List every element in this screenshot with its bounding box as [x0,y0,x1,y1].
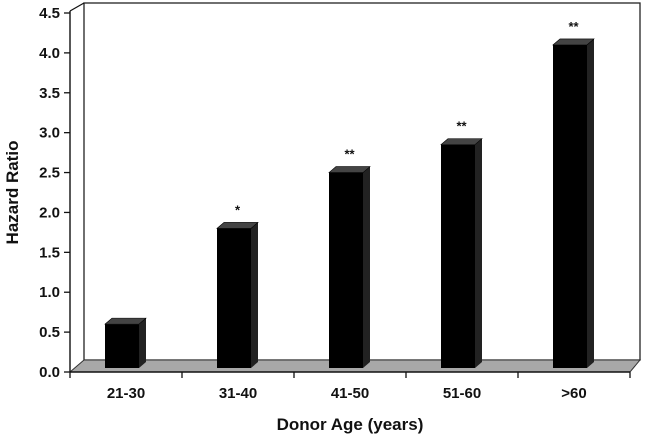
bar-side [363,166,370,368]
bar-front [217,228,251,368]
y-tick-label: 1.5 [39,244,60,261]
bar-top [328,166,371,173]
significance-marker: ** [344,147,355,162]
y-tick-label: 4.5 [39,5,60,22]
y-tick-label: 2.5 [39,165,60,182]
x-tick-label: 31-40 [219,385,257,402]
bar-top [216,222,259,229]
bar-side [251,222,258,368]
significance-marker: ** [456,119,467,134]
bar: * [216,202,259,368]
bar-front [105,324,139,368]
x-tick-label: 21-30 [107,385,145,402]
bar-front [329,172,363,368]
axis-corner-line [69,2,85,12]
bar-side [475,138,482,368]
y-tick-label: 0.0 [39,364,60,381]
bar-front [553,44,587,369]
significance-marker: * [235,202,241,217]
x-tick-label: 41-50 [331,385,369,402]
bar-front [441,144,475,368]
y-axis-title: Hazard Ratio [3,141,22,245]
y-tick-label: 2.0 [39,204,60,221]
bar: ** [552,19,595,369]
bar-top [552,38,595,46]
bar-side [587,38,594,369]
y-tick-label: 3.0 [39,125,60,142]
y-tick-label: 1.0 [39,284,60,301]
x-tick-label: 51-60 [443,385,481,402]
y-tick-label: 4.0 [39,45,60,62]
x-tick-label: >60 [561,385,586,402]
bar-top [104,317,147,325]
bar-side [139,318,146,368]
bar: ** [440,119,483,368]
bar [104,317,147,368]
x-axis-title: Donor Age (years) [277,415,424,434]
bar-top [440,138,483,145]
significance-marker: ** [568,19,579,34]
y-tick-label: 0.5 [39,324,60,341]
bar: ** [328,147,371,368]
y-tick-label: 3.5 [39,85,60,102]
